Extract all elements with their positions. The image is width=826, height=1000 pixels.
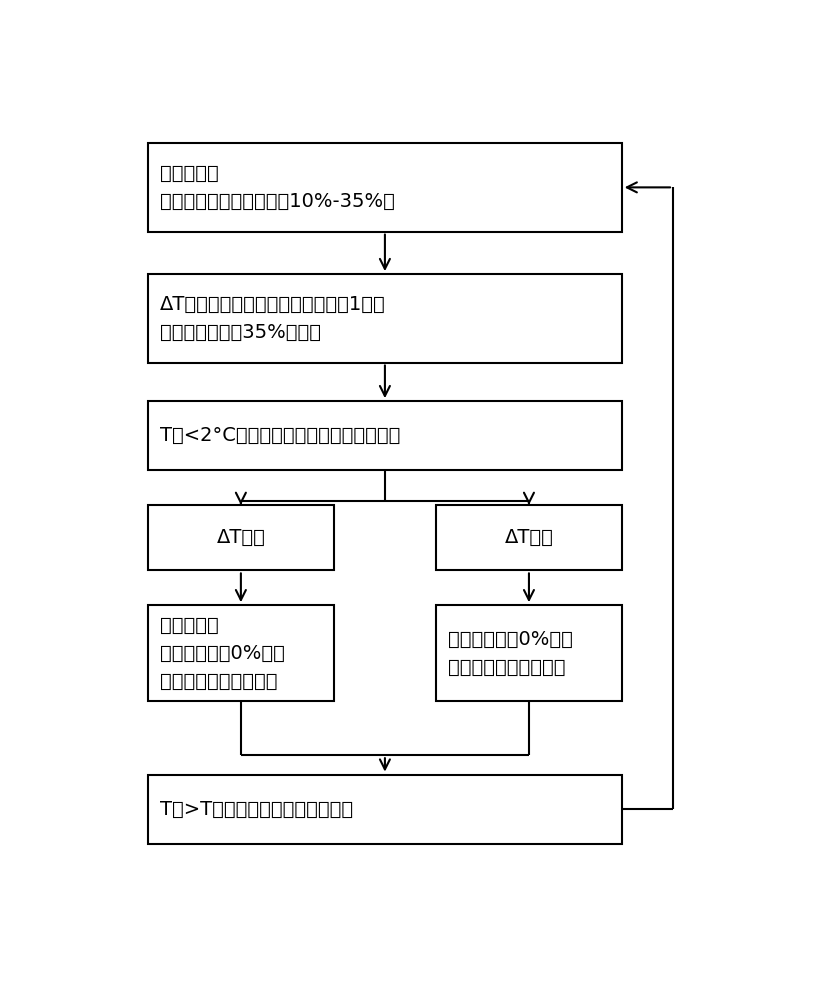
FancyBboxPatch shape	[148, 401, 622, 470]
Text: ΔT变小，风量变小，冷暖风门趋于1挡风
的维温点（靠近35%位置）: ΔT变小，风量变小，冷暖风门趋于1挡风 的维温点（靠近35%位置）	[159, 295, 386, 342]
Text: ΔT不变: ΔT不变	[505, 528, 553, 547]
Text: T蒸<2°C（结霜保护温度），压缩机断开: T蒸<2°C（结霜保护温度），压缩机断开	[159, 426, 400, 445]
Text: T蒸>T（标定数据），压缩机吸合: T蒸>T（标定数据），压缩机吸合	[159, 800, 353, 819]
Text: 起始状态：
压缩机吸合，冷暖风门在10%-35%间: 起始状态： 压缩机吸合，冷暖风门在10%-35%间	[159, 164, 395, 211]
Text: ΔT变大: ΔT变大	[216, 528, 265, 547]
FancyBboxPatch shape	[436, 605, 622, 701]
FancyBboxPatch shape	[436, 505, 622, 570]
Text: 风量变大；
冷暖风门移向0%点；
压缩机开启温度值上升: 风量变大； 冷暖风门移向0%点； 压缩机开启温度值上升	[159, 616, 284, 691]
Text: 冷暖风门膨向0%点；
压缩机开启温度值上升: 冷暖风门膨向0%点； 压缩机开启温度值上升	[448, 630, 572, 677]
FancyBboxPatch shape	[148, 774, 622, 844]
FancyBboxPatch shape	[148, 605, 334, 701]
FancyBboxPatch shape	[148, 505, 334, 570]
FancyBboxPatch shape	[148, 143, 622, 232]
FancyBboxPatch shape	[148, 274, 622, 363]
